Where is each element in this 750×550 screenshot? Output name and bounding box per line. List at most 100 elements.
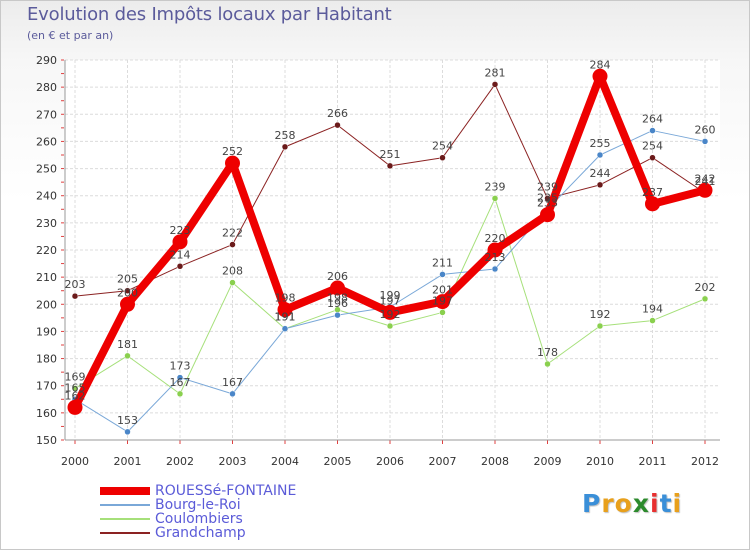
data-label-grandchamp: 244 xyxy=(590,167,611,180)
data-label-rouess-fontaine: 162 xyxy=(65,389,86,402)
x-tick-label: 2011 xyxy=(639,455,667,468)
data-label-coulombiers: 181 xyxy=(117,338,138,351)
y-tick-label: 190 xyxy=(36,325,57,338)
data-point-rouess-fontaine xyxy=(592,68,608,84)
data-point-coulombiers xyxy=(596,322,604,330)
x-tick-label: 2001 xyxy=(114,455,142,468)
data-point-rouess-fontaine xyxy=(277,302,293,318)
data-point-bourg-le-roi xyxy=(229,390,236,398)
logo-letter: x xyxy=(632,489,650,518)
data-label-rouess-fontaine: 284 xyxy=(590,58,611,71)
y-tick-label: 280 xyxy=(36,81,57,94)
data-point-grandchamp xyxy=(386,162,394,170)
data-label-grandchamp: 222 xyxy=(222,227,243,240)
data-label-rouess-fontaine: 233 xyxy=(537,197,558,210)
data-label-coulombiers: 208 xyxy=(222,265,243,278)
data-label-grandchamp: 205 xyxy=(117,273,138,286)
y-tick-label: 210 xyxy=(36,271,57,284)
legend-swatch xyxy=(100,532,150,534)
data-label-rouess-fontaine: 201 xyxy=(432,284,453,297)
data-label-coulombiers: 239 xyxy=(485,180,506,193)
data-point-grandchamp xyxy=(334,121,341,129)
chart-title: Evolution des Impôts locaux par Habitant xyxy=(27,4,392,25)
data-label-grandchamp: 214 xyxy=(170,248,191,261)
data-point-rouess-fontaine xyxy=(225,155,240,171)
x-tick-label: 2000 xyxy=(61,455,89,468)
data-point-bourg-le-roi xyxy=(124,428,131,436)
x-tick-label: 2004 xyxy=(271,455,299,468)
data-point-coulombiers xyxy=(229,279,236,286)
y-tick-label: 290 xyxy=(36,54,57,67)
data-point-coulombiers xyxy=(439,309,446,316)
legend-label: Grandchamp xyxy=(155,525,246,541)
data-label-bourg-le-roi: 211 xyxy=(432,256,453,269)
data-label-coulombiers: 202 xyxy=(695,281,716,294)
data-point-bourg-le-roi xyxy=(701,138,709,145)
data-label-grandchamp: 254 xyxy=(642,140,663,153)
logo-letter: r xyxy=(601,489,615,518)
data-label-coulombiers: 167 xyxy=(170,376,191,389)
data-label-bourg-le-roi: 235 xyxy=(537,191,558,204)
legend-swatch xyxy=(100,518,150,520)
data-point-grandchamp xyxy=(491,81,499,88)
data-label-bourg-le-roi: 167 xyxy=(222,376,243,389)
data-point-rouess-fontaine xyxy=(172,234,188,250)
logo-letter: o xyxy=(614,489,633,518)
data-label-bourg-le-roi: 173 xyxy=(170,360,191,373)
data-point-coulombiers xyxy=(176,390,184,398)
data-point-grandchamp xyxy=(71,292,79,300)
data-point-bourg-le-roi xyxy=(334,311,341,319)
data-label-grandchamp: 239 xyxy=(537,180,558,193)
logo-letter: P xyxy=(582,489,602,518)
data-label-coulombiers: 197 xyxy=(432,294,453,307)
data-point-grandchamp xyxy=(176,263,184,270)
data-label-rouess-fontaine: 223 xyxy=(170,224,191,237)
data-label-rouess-fontaine: 206 xyxy=(327,270,348,283)
y-tick-label: 200 xyxy=(36,298,57,311)
logo-letter: t xyxy=(659,489,673,518)
data-label-coulombiers: 191 xyxy=(275,311,296,324)
chart-subtitle: (en € et par an) xyxy=(27,29,114,42)
legend-label: Bourg-le-Roi xyxy=(155,497,241,513)
y-tick-label: 240 xyxy=(36,190,57,203)
data-point-coulombiers xyxy=(71,385,79,392)
y-tick-label: 220 xyxy=(36,244,57,257)
data-label-bourg-le-roi: 260 xyxy=(695,123,716,136)
data-label-rouess-fontaine: 237 xyxy=(642,186,663,199)
data-point-coulombiers xyxy=(544,360,551,368)
x-tick-label: 2010 xyxy=(586,455,614,468)
data-label-rouess-fontaine: 220 xyxy=(485,232,506,245)
data-point-bourg-le-roi xyxy=(649,127,656,134)
data-point-rouess-fontaine xyxy=(382,304,398,320)
data-point-grandchamp xyxy=(596,181,604,189)
data-label-coulombiers: 178 xyxy=(537,346,558,359)
data-label-coulombiers: 192 xyxy=(590,308,611,321)
x-tick-label: 2007 xyxy=(429,455,457,468)
data-label-bourg-le-roi: 165 xyxy=(65,381,86,394)
x-tick-label: 2006 xyxy=(376,455,404,468)
data-label-bourg-le-roi: 153 xyxy=(117,414,138,427)
data-label-rouess-fontaine: 198 xyxy=(275,292,296,305)
data-label-grandchamp: 254 xyxy=(432,140,453,153)
data-point-grandchamp xyxy=(124,287,131,294)
data-point-coulombiers xyxy=(701,295,709,303)
y-tick-label: 260 xyxy=(36,135,57,148)
data-label-grandchamp: 251 xyxy=(380,148,401,161)
legend-label: Coulombiers xyxy=(155,511,243,527)
y-tick-label: 270 xyxy=(36,108,57,121)
data-point-bourg-le-roi xyxy=(596,151,604,159)
legend-swatch xyxy=(100,487,150,495)
data-point-bourg-le-roi xyxy=(281,325,289,332)
proxiti-logo: Proxiti xyxy=(582,489,682,518)
data-label-grandchamp: 266 xyxy=(327,107,348,120)
data-label-grandchamp: 258 xyxy=(275,129,296,142)
data-label-rouess-fontaine: 197 xyxy=(380,294,401,307)
y-tick-label: 160 xyxy=(36,407,57,420)
data-point-rouess-fontaine xyxy=(67,399,83,415)
data-label-coulombiers: 169 xyxy=(65,370,86,383)
data-point-rouess-fontaine xyxy=(435,294,450,310)
data-label-bourg-le-roi: 196 xyxy=(327,297,348,310)
data-label-rouess-fontaine: 242 xyxy=(695,172,716,185)
data-point-coulombiers xyxy=(124,352,131,360)
